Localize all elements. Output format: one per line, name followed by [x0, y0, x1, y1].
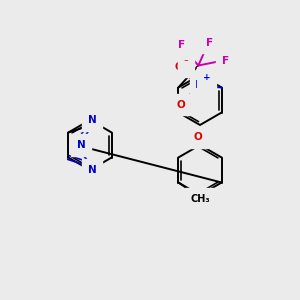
Text: N: N — [88, 165, 97, 175]
Text: O: O — [176, 100, 185, 110]
Text: N: N — [88, 116, 97, 125]
Text: ⁻: ⁻ — [183, 58, 188, 67]
Text: F: F — [206, 38, 213, 47]
Text: O: O — [194, 132, 202, 142]
Text: +: + — [203, 73, 211, 82]
Text: N: N — [76, 140, 85, 150]
Text: F: F — [178, 40, 185, 50]
Text: CH₃: CH₃ — [190, 194, 210, 203]
Text: N: N — [195, 80, 204, 89]
Text: O: O — [174, 61, 183, 71]
Text: F: F — [222, 56, 229, 67]
